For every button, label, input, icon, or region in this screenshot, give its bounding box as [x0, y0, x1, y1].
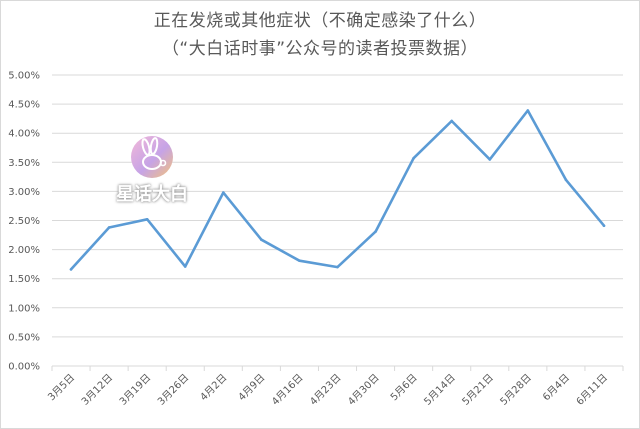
gridlines — [51, 74, 624, 371]
x-tick-label: 4月23日 — [307, 372, 343, 408]
data-point — [298, 259, 301, 262]
rabbit-logo-icon — [131, 136, 173, 178]
x-tick-label: 4月9日 — [236, 372, 268, 404]
data-point — [69, 268, 73, 271]
y-tick-label: 0.50% — [8, 332, 40, 343]
data-point — [222, 191, 225, 194]
y-tick-label: 3.50% — [8, 158, 40, 169]
data-point — [602, 224, 606, 228]
y-tick-label: 2.00% — [8, 245, 40, 256]
x-tick-label: 5月21日 — [460, 372, 496, 408]
y-tick-label: 2.50% — [8, 216, 40, 227]
data-point — [488, 158, 492, 161]
y-tick-label: 4.00% — [8, 129, 40, 140]
watermark: 星话大白 — [110, 132, 194, 212]
x-tick-label: 4月16日 — [269, 372, 305, 408]
x-tick-label: 5月14日 — [422, 372, 458, 408]
x-tick-label: 3月26日 — [155, 372, 191, 408]
chart-subtitle: （“大白话时事”公众号的读者投票数据） — [161, 39, 479, 59]
x-tick-label: 3月5日 — [46, 372, 78, 404]
data-point — [336, 265, 339, 269]
x-tick-label: 6月4日 — [540, 372, 572, 404]
data-point — [412, 156, 415, 160]
x-tick-label: 3月19日 — [117, 372, 153, 408]
x-tick-label: 3月12日 — [79, 372, 115, 408]
data-point — [260, 238, 263, 242]
data-point — [374, 230, 377, 233]
data-point — [450, 119, 454, 123]
data-point — [526, 109, 530, 112]
y-axis-ticks: 0.00% 0.50% 1.00% 1.50% 2.00% 2.50% 3.00% 3.50%… — [8, 71, 40, 373]
y-tick-label: 4.50% — [8, 100, 40, 111]
y-tick-label: 1.00% — [8, 303, 40, 314]
x-axis-ticks: 3月5日 3月12日 3月19日 3月26日 4月2日 4月9日 4月16日 4月23日 4月3… — [46, 372, 611, 408]
chart-title: 正在发烧或其他症状（不确定感染了什么） — [153, 11, 487, 31]
y-tick-label: 5.00% — [8, 71, 40, 82]
x-tick-label: 6月11日 — [574, 372, 610, 408]
x-tick-label: 5月28日 — [498, 372, 534, 408]
data-point — [183, 265, 187, 268]
data-point — [107, 226, 111, 229]
x-tick-label: 4月30日 — [346, 372, 382, 408]
series-layer — [69, 109, 606, 271]
watermark-text: 星话大白 — [116, 184, 188, 205]
y-tick-label: 3.00% — [8, 187, 40, 198]
data-point — [564, 178, 568, 182]
y-tick-label: 0.00% — [8, 362, 40, 373]
x-tick-label: 4月2日 — [198, 372, 230, 404]
data-point — [145, 218, 149, 221]
x-tick-label: 5月6日 — [388, 372, 420, 404]
y-tick-label: 1.50% — [8, 274, 40, 285]
